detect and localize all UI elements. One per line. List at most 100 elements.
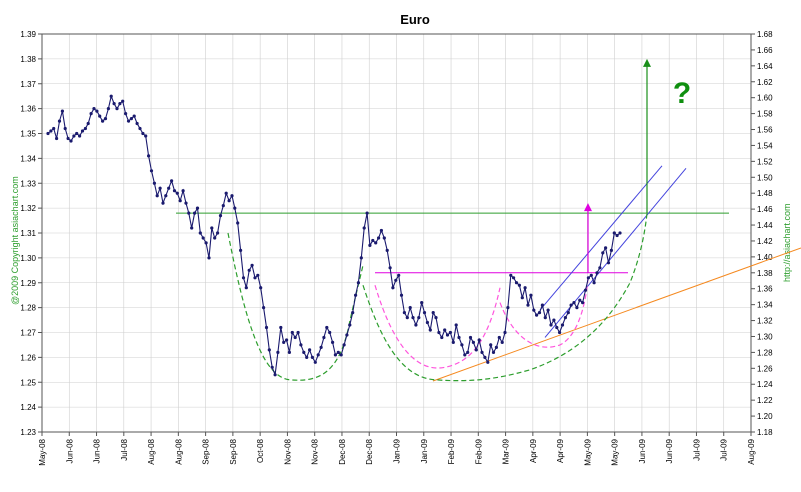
price-point [615, 233, 619, 238]
price-point [417, 316, 421, 320]
price-point [244, 286, 248, 290]
price-point [221, 204, 225, 208]
price-point [293, 335, 297, 340]
y-right-tick-label: 1.28 [757, 348, 773, 357]
price-point [282, 340, 286, 344]
price-point [397, 273, 401, 277]
price-point [149, 169, 154, 173]
price-point [57, 119, 62, 123]
channel-upper-line [539, 165, 663, 311]
price-point [239, 248, 243, 252]
price-point [354, 293, 358, 297]
price-point [259, 286, 263, 290]
y-right-tick-label: 1.40 [757, 253, 773, 262]
magenta-dashed-curve-1 [374, 285, 501, 369]
price-point [264, 325, 269, 330]
price-point [138, 126, 142, 131]
price-point [333, 353, 337, 357]
price-point [207, 256, 211, 260]
y-right-tick-label: 1.64 [757, 62, 773, 71]
price-point [147, 154, 151, 158]
price-point [385, 248, 389, 252]
y-right-tick-label: 1.18 [757, 428, 773, 437]
x-tick-label: Nov-08 [283, 438, 292, 464]
x-tick-label: Jun-09 [665, 438, 674, 463]
price-point [290, 330, 294, 335]
y-right-tick-label: 1.66 [757, 46, 773, 55]
price-point [270, 365, 274, 369]
chart-title: Euro [400, 12, 430, 27]
x-tick-label: Jul-08 [120, 438, 129, 460]
x-tick-label: Dec-08 [365, 438, 374, 464]
channel-lower-line [544, 168, 687, 338]
price-point [445, 333, 450, 337]
price-point [509, 273, 513, 277]
price-point [345, 333, 349, 337]
price-point [187, 211, 191, 215]
y-left-tick-label: 1.32 [20, 204, 36, 213]
y-right-tick-label: 1.52 [757, 157, 773, 166]
y-left-tick-label: 1.39 [20, 30, 36, 39]
price-point [204, 241, 208, 245]
x-tick-label: Jan-09 [420, 438, 429, 463]
price-point [201, 236, 205, 240]
price-point [213, 236, 217, 240]
price-point [388, 266, 392, 270]
price-point [359, 256, 363, 260]
y-left-tick-label: 1.35 [20, 130, 36, 139]
price-point [167, 186, 171, 190]
y-left-tick-label: 1.30 [20, 254, 36, 263]
green-target-arrow-head [643, 58, 651, 67]
price-point [428, 328, 432, 332]
price-point [368, 243, 372, 247]
price-point [101, 119, 105, 123]
price-point [103, 117, 108, 121]
magenta-dashed-curve-2 [499, 277, 589, 348]
price-point [66, 136, 70, 141]
price-point [75, 131, 79, 136]
price-point [124, 112, 128, 116]
x-tick-label: May-09 [611, 438, 620, 465]
x-tick-label: May-09 [583, 438, 592, 465]
price-point [463, 353, 467, 357]
y-right-tick-label: 1.22 [757, 396, 773, 405]
price-point [612, 231, 616, 235]
x-tick-label: Sep-08 [229, 438, 238, 464]
y-right-tick-label: 1.42 [757, 237, 773, 246]
y-left-tick-label: 1.33 [20, 179, 36, 188]
y-left-tick-label: 1.26 [20, 353, 36, 362]
price-point [371, 238, 375, 243]
price-point [256, 273, 260, 277]
price-point [598, 266, 602, 270]
url-label: http://asiachart.com [782, 203, 792, 282]
chart-grid [41, 33, 752, 433]
x-tick-label: Oct-08 [256, 438, 265, 463]
y-left-tick-label: 1.27 [20, 329, 36, 338]
price-point [583, 288, 588, 292]
price-point [69, 139, 73, 143]
question-mark-annotation: ? [673, 77, 691, 110]
x-tick-label: Nov-08 [311, 438, 320, 464]
price-point [351, 311, 355, 315]
price-point [92, 107, 96, 111]
price-point [302, 350, 306, 354]
orange-trendline [432, 247, 801, 382]
x-tick-label: Dec-08 [338, 438, 347, 464]
y-right-tick-label: 1.58 [757, 110, 773, 119]
price-point [184, 201, 188, 205]
price-point [299, 343, 303, 347]
price-point [520, 296, 524, 300]
y-left-tick-label: 1.24 [20, 403, 36, 412]
price-point [118, 102, 122, 106]
price-point [132, 114, 136, 118]
y-left-tick-label: 1.23 [20, 428, 36, 437]
x-tick-label: Apr-09 [529, 438, 538, 463]
price-point [339, 353, 343, 357]
y-right-tick-label: 1.30 [757, 332, 773, 341]
price-point [443, 328, 447, 332]
y-left-tick-label: 1.25 [20, 378, 36, 387]
price-point [411, 316, 415, 320]
y-right-tick-label: 1.48 [757, 189, 773, 198]
price-point [285, 338, 289, 342]
price-point [578, 298, 582, 302]
